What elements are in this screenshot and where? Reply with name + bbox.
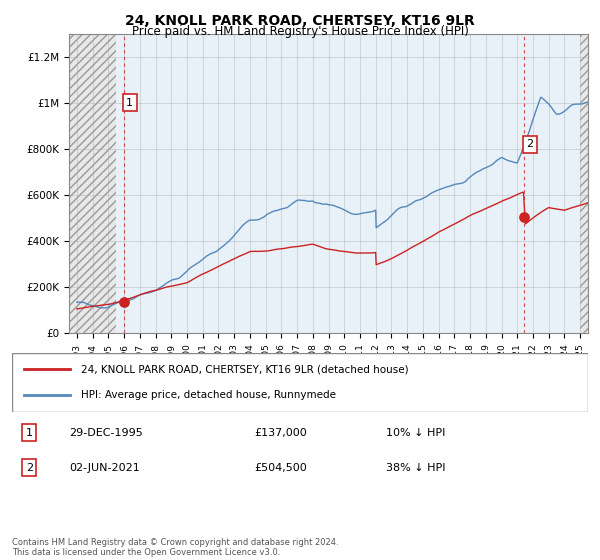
Text: 24, KNOLL PARK ROAD, CHERTSEY, KT16 9LR: 24, KNOLL PARK ROAD, CHERTSEY, KT16 9LR [125,14,475,28]
Text: £137,000: £137,000 [254,428,307,437]
Text: 10% ↓ HPI: 10% ↓ HPI [386,428,446,437]
Text: 1: 1 [26,428,33,437]
Text: 02-JUN-2021: 02-JUN-2021 [70,463,140,473]
Text: 2: 2 [526,139,533,149]
Point [519,212,529,221]
Text: 24, KNOLL PARK ROAD, CHERTSEY, KT16 9LR (detached house): 24, KNOLL PARK ROAD, CHERTSEY, KT16 9LR … [81,364,409,374]
Text: 2: 2 [26,463,33,473]
Text: £504,500: £504,500 [254,463,307,473]
Text: HPI: Average price, detached house, Runnymede: HPI: Average price, detached house, Runn… [81,390,336,400]
Bar [69,34,116,333]
Text: Contains HM Land Registry data © Crown copyright and database right 2024.
This d: Contains HM Land Registry data © Crown c… [12,538,338,557]
Text: 29-DEC-1995: 29-DEC-1995 [70,428,143,437]
Text: 1: 1 [126,98,133,108]
Point [119,297,128,306]
Text: Price paid vs. HM Land Registry's House Price Index (HPI): Price paid vs. HM Land Registry's House … [131,25,469,38]
Text: 38% ↓ HPI: 38% ↓ HPI [386,463,446,473]
Bar [580,34,600,333]
